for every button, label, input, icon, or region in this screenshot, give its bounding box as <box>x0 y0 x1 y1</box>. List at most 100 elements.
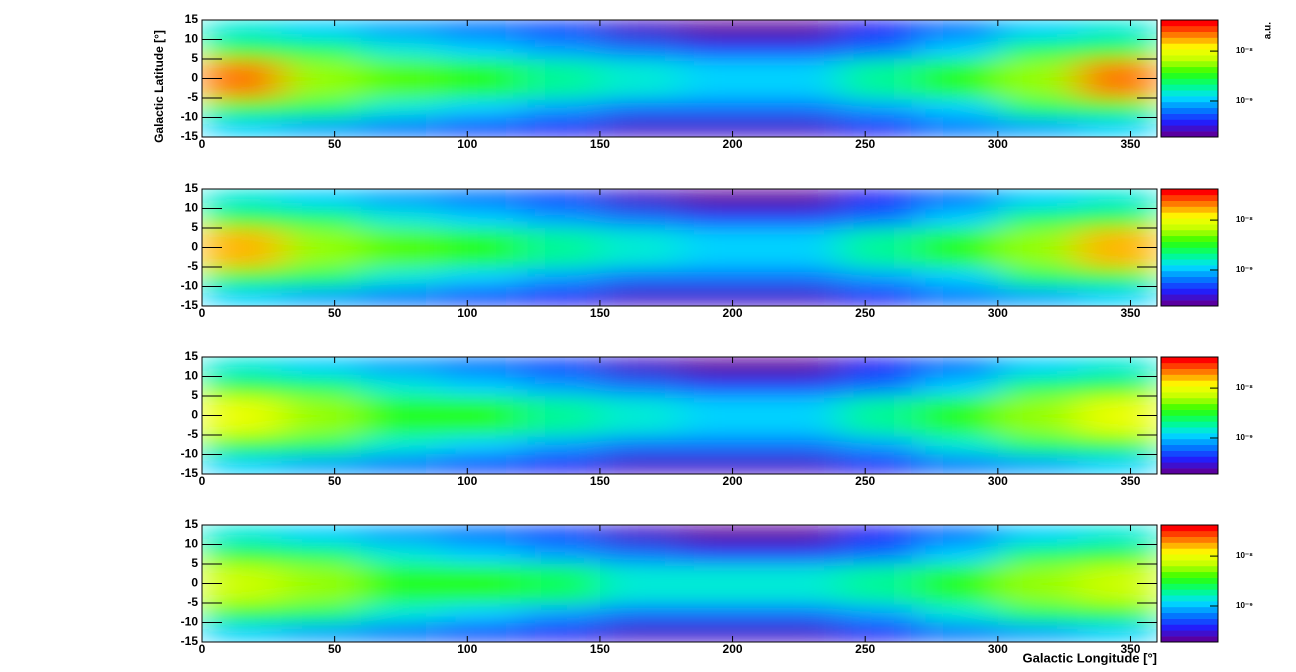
heatmap-cell <box>520 376 601 397</box>
heatmap-cell <box>599 564 680 584</box>
heatmap-cell <box>918 357 999 377</box>
heatmap-cell <box>202 59 283 79</box>
heatmap-cell <box>281 247 362 268</box>
heatmap-cell <box>520 20 601 40</box>
heatmap-cell <box>838 117 919 138</box>
heatmap-cell <box>997 20 1078 40</box>
heatmap-cell <box>759 564 840 584</box>
heatmap-cell <box>679 39 760 60</box>
colorbar-step <box>1161 84 1218 91</box>
x-tick-label: 150 <box>590 642 610 656</box>
colorbar-step <box>1161 194 1218 201</box>
heatmap-cell <box>997 267 1078 287</box>
colorbar-step <box>1161 55 1218 62</box>
heatmap-cell <box>838 78 919 99</box>
heatmap-cell <box>918 20 999 40</box>
colorbar-step <box>1161 189 1218 196</box>
heatmap-cell <box>520 454 601 475</box>
colorbar-step <box>1161 525 1218 532</box>
heatmap-cell <box>1077 228 1158 248</box>
heatmap-cell <box>997 544 1078 565</box>
heatmap-cell <box>1077 39 1158 60</box>
heatmap-cell <box>599 454 680 475</box>
colorbar-step <box>1161 577 1218 584</box>
colorbar-step <box>1161 444 1218 451</box>
heatmap-cell <box>679 544 760 565</box>
colorbar-step <box>1161 60 1218 68</box>
heatmap-cell <box>599 117 680 138</box>
heatmap-cell <box>361 78 442 99</box>
heatmap-cell <box>838 357 919 377</box>
colorbar-step <box>1161 49 1218 56</box>
heatmap-cell <box>997 525 1078 545</box>
z-tick-label: 10⁻⁸ <box>1236 383 1253 392</box>
heatmap-cell <box>281 208 362 229</box>
y-tick-label: 15 <box>185 12 199 26</box>
heatmap-cell <box>599 59 680 79</box>
colorbar-step <box>1161 530 1218 537</box>
x-tick-label: 150 <box>590 137 610 151</box>
heatmap-cell <box>1077 415 1158 436</box>
heatmap-cell <box>679 208 760 229</box>
colorbar-step <box>1161 235 1218 242</box>
heatmap-cell <box>997 622 1078 643</box>
heatmap-cells <box>202 20 1158 138</box>
heatmap-cell <box>520 39 601 60</box>
heatmap-cell <box>361 564 442 584</box>
heatmap-cell <box>918 98 999 118</box>
heatmap-cell <box>918 622 999 643</box>
colorbar-frame <box>1160 188 1219 307</box>
colorbar-step <box>1161 253 1218 260</box>
colorbar-step <box>1161 78 1218 85</box>
heatmap-cell <box>520 622 601 643</box>
heatmap-cell <box>997 228 1078 248</box>
colorbar-step <box>1161 374 1218 381</box>
colorbar-step <box>1161 421 1218 428</box>
heatmap-cell <box>997 435 1078 455</box>
heatmap-cell <box>281 376 362 397</box>
heatmap-cell <box>440 286 521 307</box>
heatmap-cell <box>918 376 999 397</box>
heatmap-cell <box>838 603 919 623</box>
heatmap-cell <box>679 583 760 604</box>
heatmap-cell <box>599 98 680 118</box>
heatmap-cell <box>202 228 283 248</box>
heatmap-cell <box>440 622 521 643</box>
heatmap-cell <box>599 376 680 397</box>
heatmap-cell <box>679 117 760 138</box>
heatmap-cell <box>202 20 283 40</box>
heatmap-cell <box>361 603 442 623</box>
heatmap-cell <box>679 98 760 118</box>
heatmap-cell <box>361 59 442 79</box>
z-tick-label: 10⁻⁸ <box>1236 551 1253 560</box>
heatmap-cell <box>918 208 999 229</box>
heatmap-cell <box>599 20 680 40</box>
heatmap-cell <box>440 267 521 287</box>
heatmap-cell <box>599 357 680 377</box>
heatmap-cell <box>599 622 680 643</box>
heatmap-cell <box>1077 189 1158 209</box>
heatmap-cell <box>997 396 1078 416</box>
heatmap-cell <box>440 208 521 229</box>
colorbar-step <box>1161 589 1218 596</box>
heatmap-cell <box>1077 59 1158 79</box>
heatmap-cell <box>281 454 362 475</box>
colorbar-step <box>1161 630 1218 637</box>
heatmap-cell <box>440 544 521 565</box>
heatmap-cell <box>440 603 521 623</box>
heatmap-cell <box>918 39 999 60</box>
heatmap-cell <box>918 564 999 584</box>
colorbar-step <box>1161 247 1218 254</box>
heatmap-cell <box>1077 622 1158 643</box>
heatmap-cell <box>599 78 680 99</box>
z-tick-label: 10⁻⁹ <box>1236 433 1253 442</box>
x-tick-label: 150 <box>590 474 610 488</box>
heatmap-cell <box>440 247 521 268</box>
y-tick-label: 5 <box>191 388 198 402</box>
heatmap-cell <box>679 435 760 455</box>
colorbar-step <box>1161 200 1218 207</box>
heatmap-cell <box>202 208 283 229</box>
z-tick-label: 10⁻⁸ <box>1236 215 1253 224</box>
y-tick-label: -10 <box>181 279 199 293</box>
